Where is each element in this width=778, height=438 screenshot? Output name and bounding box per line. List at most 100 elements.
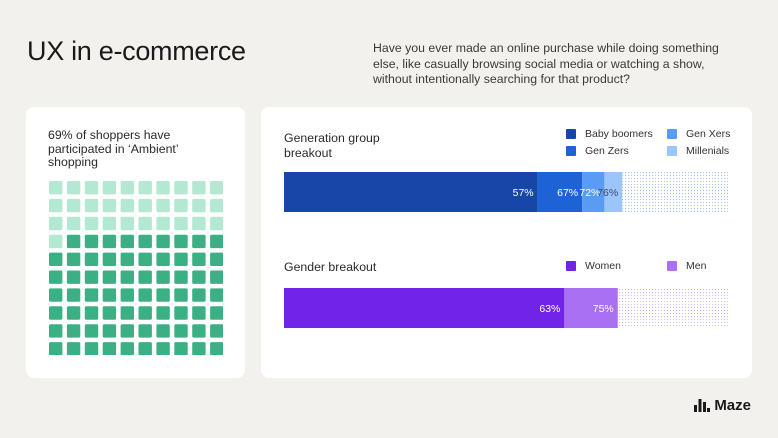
legend-gen-zers: Gen Zers: [566, 145, 629, 157]
waffle-cell-filled: [84, 306, 99, 320]
waffle-cell-filled: [192, 270, 206, 284]
waffle-cell-filled: [210, 342, 223, 355]
legend-gen-xers: Gen Xers: [667, 128, 730, 140]
legend-label: Millenials: [686, 145, 730, 157]
legend-swatch: [667, 146, 677, 156]
waffle-cell-empty: [84, 181, 99, 195]
waffle-cell-filled: [138, 306, 152, 320]
legend-swatch: [667, 129, 677, 139]
waffle-cell-filled: [192, 252, 206, 266]
waffle-cell-empty: [49, 234, 63, 249]
legend-swatch: [667, 261, 677, 271]
generation-label: Generation group breakout: [284, 131, 380, 160]
waffle-cell-empty: [84, 216, 99, 231]
legend-women: Women: [566, 260, 621, 272]
waffle-cell-filled: [84, 270, 99, 284]
waffle-cell-filled: [156, 288, 170, 302]
waffle-cell-empty: [210, 198, 223, 213]
waffle-cell-filled: [192, 288, 206, 302]
waffle-cell-filled: [138, 234, 152, 249]
waffle-cell-filled: [66, 270, 81, 284]
waffle-cell-filled: [120, 306, 134, 320]
waffle-cell-filled: [49, 306, 63, 320]
maze-logo-text: Maze: [714, 397, 751, 414]
waffle-cell-filled: [66, 306, 81, 320]
waffle-cell-empty: [192, 198, 206, 213]
waffle-cell-empty: [66, 216, 81, 231]
waffle-cell-filled: [66, 324, 81, 338]
waffle-cell-empty: [174, 181, 188, 195]
legend-baby-boomers: Baby boomers: [566, 128, 653, 140]
waffle-cell-filled: [84, 342, 99, 355]
waffle-cell-empty: [102, 181, 117, 195]
waffle-cell-empty: [120, 181, 134, 195]
waffle-cell-filled: [138, 252, 152, 266]
waffle-cell-filled: [174, 234, 188, 249]
legend-label: Baby boomers: [585, 128, 653, 140]
waffle-cell-empty: [102, 198, 117, 213]
waffle-cell-filled: [102, 234, 117, 249]
waffle-cell-empty: [66, 181, 81, 195]
waffle-cell-filled: [210, 288, 223, 302]
waffle-cell-filled: [49, 288, 63, 302]
waffle-cell-empty: [66, 198, 81, 213]
waffle-cell-empty: [120, 216, 134, 231]
waffle-cell-filled: [192, 306, 206, 320]
waffle-cell-filled: [102, 324, 117, 338]
waffle-cell-filled: [210, 252, 223, 266]
waffle-cell-filled: [138, 324, 152, 338]
waffle-cell-filled: [174, 288, 188, 302]
waffle-cell-empty: [210, 216, 223, 231]
waffle-cell-filled: [210, 234, 223, 249]
waffle-cell-filled: [120, 252, 134, 266]
waffle-cell-empty: [138, 181, 152, 195]
waffle-cell-filled: [84, 288, 99, 302]
waffle-cell-filled: [174, 252, 188, 266]
waffle-cell-filled: [102, 342, 117, 355]
waffle-cell-empty: [49, 216, 63, 231]
waffle-cell-empty: [156, 198, 170, 213]
waffle-cell-filled: [156, 270, 170, 284]
legend-swatch: [566, 146, 576, 156]
waffle-cell-filled: [192, 234, 206, 249]
waffle-cell-filled: [138, 288, 152, 302]
waffle-cell-filled: [102, 306, 117, 320]
waffle-cell-empty: [174, 216, 188, 231]
waffle-cell-filled: [66, 252, 81, 266]
waffle-cell-filled: [120, 342, 134, 355]
waffle-cell-filled: [120, 270, 134, 284]
waffle-cell-filled: [120, 288, 134, 302]
waffle-label: 69% of shoppers have participated in ‘Am…: [48, 128, 179, 169]
waffle-chart: [49, 181, 223, 355]
waffle-cell-empty: [49, 198, 63, 213]
waffle-cell-filled: [138, 270, 152, 284]
waffle-cell-empty: [156, 181, 170, 195]
legend-swatch: [566, 129, 576, 139]
waffle-cell-filled: [84, 324, 99, 338]
waffle-cell-filled: [174, 324, 188, 338]
waffle-cell-empty: [156, 216, 170, 231]
waffle-cell-filled: [84, 234, 99, 249]
legend-label: Women: [585, 260, 621, 272]
waffle-cell-empty: [192, 216, 206, 231]
legend-label: Gen Xers: [686, 128, 731, 140]
waffle-cell-filled: [174, 306, 188, 320]
waffle-cell-filled: [49, 252, 63, 266]
waffle-cell-filled: [49, 270, 63, 284]
gender-label: Gender breakout: [284, 260, 377, 274]
waffle-cell-filled: [138, 342, 152, 355]
waffle-cell-empty: [192, 181, 206, 195]
waffle-cell-empty: [174, 198, 188, 213]
maze-logo: Maze: [694, 397, 751, 414]
waffle-cell-empty: [138, 216, 152, 231]
waffle-cell-filled: [66, 234, 81, 249]
waffle-cell-filled: [156, 324, 170, 338]
legend-label: Gen Zers: [585, 145, 629, 157]
waffle-cell-filled: [174, 342, 188, 355]
waffle-cell-empty: [49, 181, 63, 195]
waffle-cell-filled: [120, 324, 134, 338]
waffle-cell-empty: [138, 198, 152, 213]
waffle-cell-filled: [49, 342, 63, 355]
legend-millenials: Millenials: [667, 145, 729, 157]
waffle-cell-filled: [156, 234, 170, 249]
